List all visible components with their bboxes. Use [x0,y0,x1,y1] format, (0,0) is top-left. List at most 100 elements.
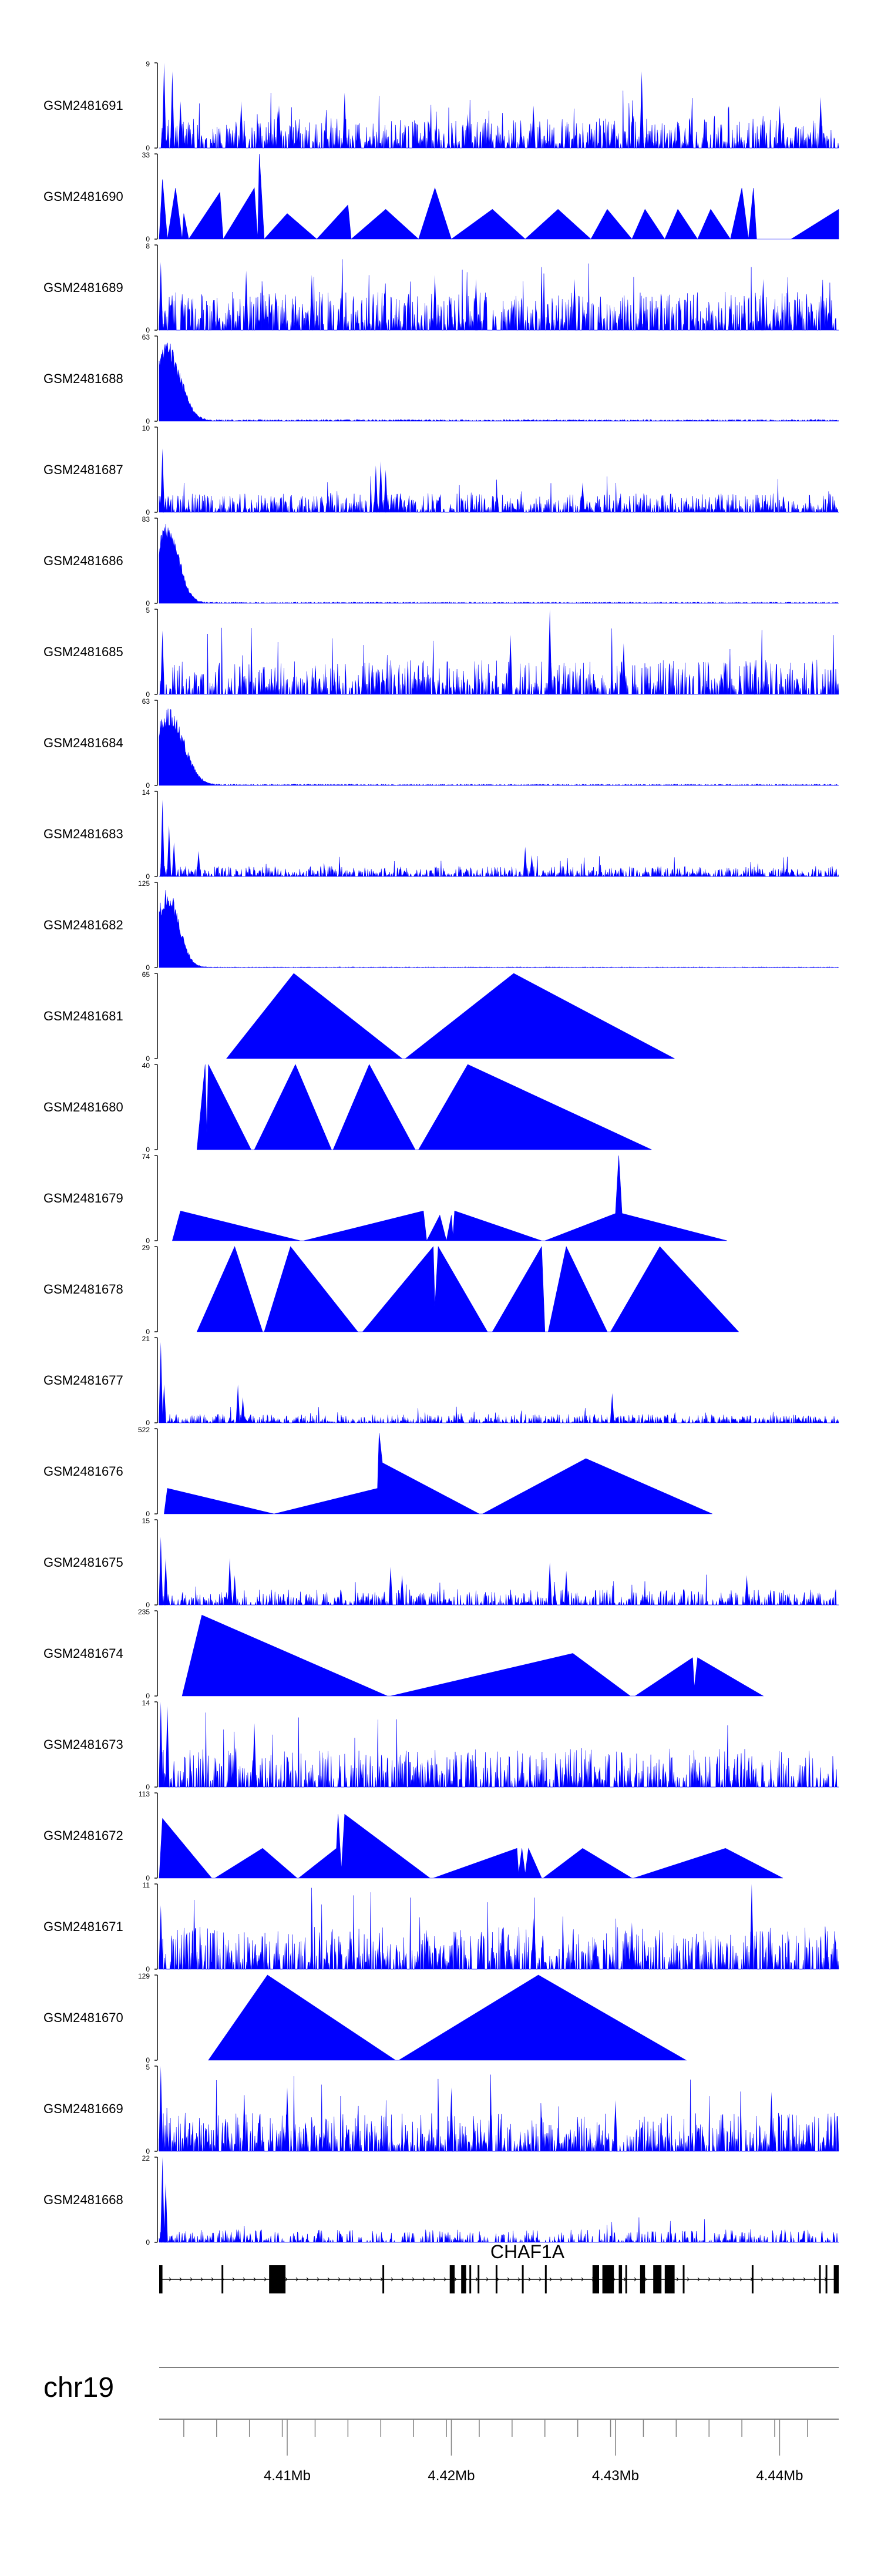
gene-exon [592,2265,599,2293]
signal-spike [159,1342,163,1423]
strand-chevron [211,2277,214,2282]
signal-spike [172,842,176,876]
y-max-label: 63 [142,333,150,341]
signal-spike [523,847,527,876]
strand-chevron [697,2277,700,2282]
y-max-label: 11 [143,1881,150,1889]
signal-spike [233,1575,237,1605]
signal-spike [749,1884,754,1969]
signal-spike [310,274,314,330]
signal-spike [241,1397,245,1423]
gene-exon [478,2265,480,2293]
signal-spike [621,643,626,694]
y-max-label: 113 [139,1790,150,1798]
strand-chevron [179,2277,182,2282]
signal-spike [239,101,244,148]
gene-exon [833,2265,839,2293]
gene-exon [269,2265,286,2293]
signal-area [159,1406,839,1423]
gene-exon [751,2265,754,2293]
y-min-label: 0 [146,781,150,790]
signal-spike [531,1918,536,1969]
y-min-label: 0 [146,1601,150,1609]
strand-chevron [380,2277,383,2282]
strand-chevron [708,2277,711,2282]
signal-area [196,1245,739,1332]
y-max-label: 8 [146,242,150,250]
track-label: GSM2481676 [43,1464,123,1479]
y-min-label: 0 [146,508,150,516]
strand-chevron [412,2277,415,2282]
signal-area [159,524,839,604]
y-max-label: 33 [142,151,150,159]
y-max-label: 5 [146,606,150,614]
signal-spike [227,1558,232,1605]
strand-chevron [433,2277,436,2282]
signal-spike [277,105,281,148]
y-max-label: 5 [146,2063,150,2071]
track-label: GSM2481673 [43,1737,123,1752]
signal-spike [159,1702,163,1787]
strand-chevron [539,2277,542,2282]
signal-spike [159,262,163,330]
track-label: GSM2481680 [43,1100,123,1114]
signal-spike [388,1566,393,1605]
signal-area [159,1888,839,1970]
y-min-label: 0 [146,1965,150,1973]
gene-exon [159,2265,163,2293]
signal-spike [252,1723,257,1787]
signal-spike [160,800,165,876]
strand-chevron [803,2277,806,2282]
gene-exon [664,2265,675,2293]
track-label: GSM2481683 [43,827,123,841]
signal-spike [761,279,765,330]
y-min-label: 0 [146,1146,150,1154]
strand-chevron [359,2277,362,2282]
chromosome-label: chr19 [43,2372,114,2403]
signal-area [159,2074,839,2152]
gene-exon [495,2265,497,2293]
track-label: GSM2481677 [43,1373,123,1388]
signal-spike [547,1562,552,1605]
signal-spike [159,1905,163,1969]
gene-exon [449,2265,455,2293]
y-max-label: 14 [142,1699,150,1707]
y-max-label: 40 [142,1062,150,1070]
signal-spike [547,609,552,694]
signal-area [181,1614,764,1697]
signal-spike [531,105,536,148]
signal-area [159,856,839,877]
signal-spike [564,1571,569,1605]
y-min-label: 0 [146,2238,150,2246]
track-label: GSM2481671 [43,1919,123,1934]
signal-spike [236,1384,240,1423]
strand-chevron [739,2277,742,2282]
y-max-label: 65 [142,970,150,979]
y-min-label: 0 [146,2147,150,2155]
strand-chevron [338,2277,341,2282]
y-max-label: 129 [138,1972,150,1980]
strand-chevron [327,2277,330,2282]
signal-spike [449,2087,453,2151]
signal-spike [529,855,534,876]
signal-spike [178,101,183,148]
gene-exon [682,2265,685,2293]
strand-chevron [401,2277,404,2282]
signal-area [159,476,839,513]
strand-chevron [253,2277,256,2282]
signal-area [159,627,839,695]
y-min-label: 0 [146,599,150,607]
gene-exon [819,2265,821,2293]
strand-chevron [676,2277,679,2282]
signal-spike [777,105,782,148]
signal-spike [572,279,577,330]
y-min-label: 0 [146,1419,150,1427]
track-label: GSM2481685 [43,644,123,659]
signal-spike [384,469,388,512]
signal-area [159,708,839,786]
signal-spike [378,461,383,512]
y-max-label: 29 [142,1244,150,1252]
signal-spike [433,274,437,330]
signal-area [164,1433,712,1514]
